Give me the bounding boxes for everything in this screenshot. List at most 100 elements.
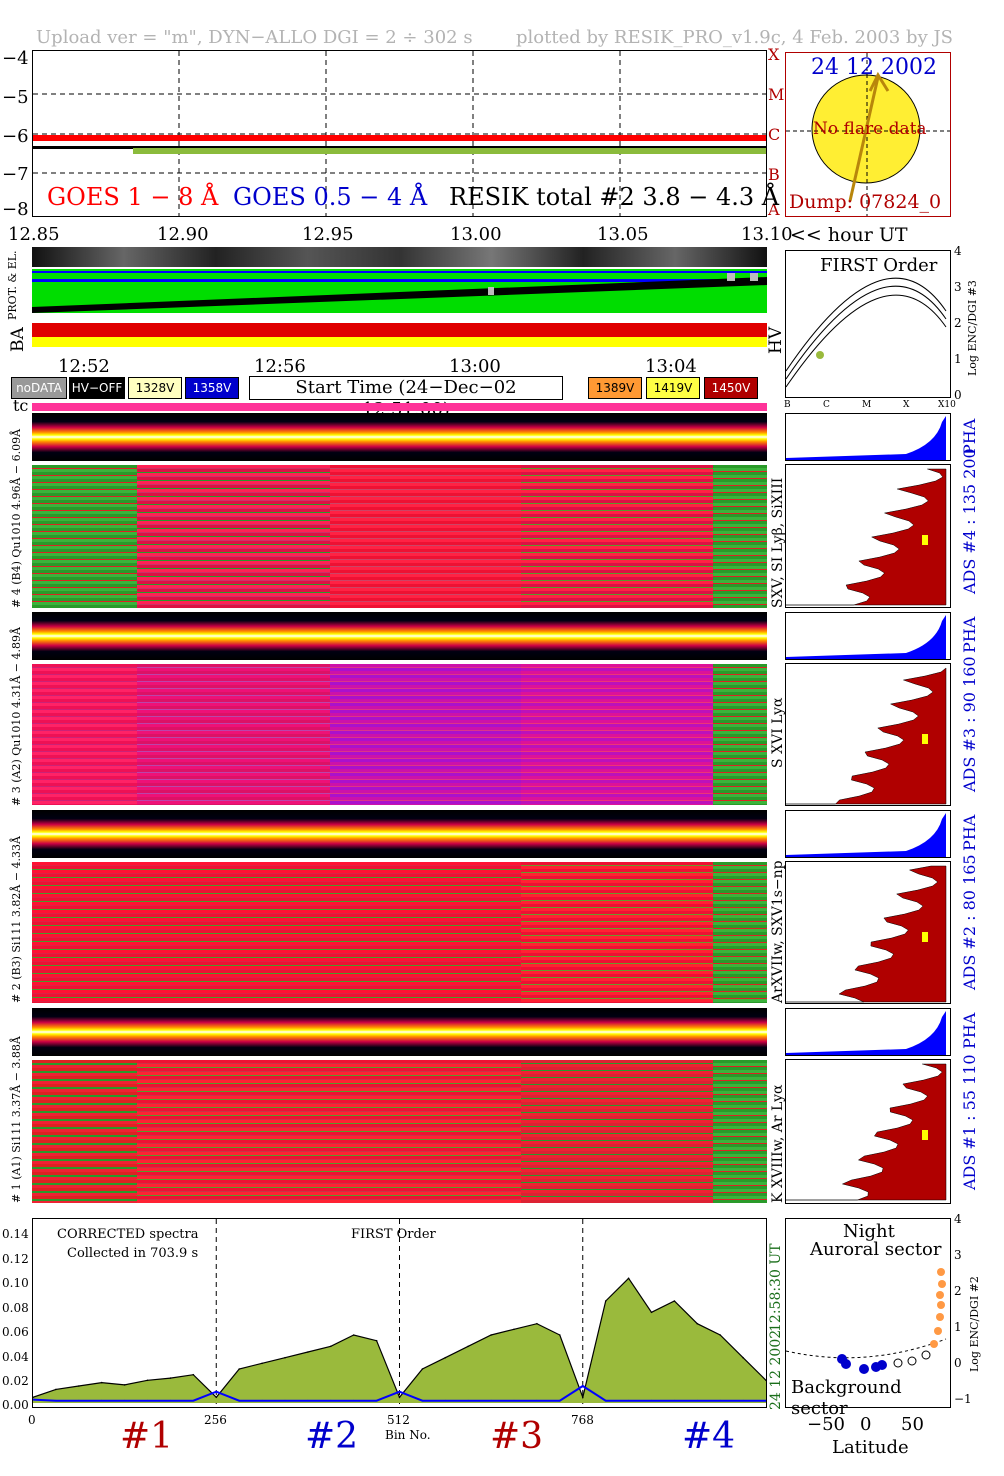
- ch3-pha-strip: [32, 612, 767, 660]
- data-point: [375, 1399, 378, 1402]
- y-tick: 2: [954, 1284, 962, 1298]
- y-tick: 0.14: [2, 1227, 29, 1241]
- ads-histogram: [785, 464, 951, 608]
- y-tick: 2: [954, 316, 962, 330]
- spectrum-order: FIRST Order: [351, 1227, 436, 1242]
- y-tick: 0: [954, 1356, 962, 1370]
- sun-note: No flare data: [813, 119, 927, 139]
- hv-stripe: [32, 337, 767, 347]
- hv-1419-button[interactable]: 1419V: [646, 377, 700, 399]
- ch1-label: # 1 (A1) Si111 3.37Å − 3.88Å: [10, 1036, 23, 1203]
- data-point: [55, 1399, 57, 1402]
- data-point: [307, 1399, 309, 1402]
- data-point: [467, 1345, 470, 1348]
- y-tick: −4: [2, 48, 29, 69]
- hv-off-button[interactable]: HV−OFF: [69, 377, 125, 399]
- x-tick: 768: [571, 1413, 594, 1427]
- data-point: [650, 1311, 653, 1314]
- data-point: [513, 1399, 515, 1402]
- data-point: [604, 1399, 607, 1402]
- data-point: [284, 1399, 286, 1402]
- data-point: [100, 1381, 103, 1384]
- ba-stripe: [32, 323, 767, 337]
- spectrum-collected: Collected in 703.9 s: [67, 1246, 199, 1261]
- ads-histogram: [785, 861, 951, 1004]
- ch2-label: # 2 (B3) Si111 3.82Å − 4.33Å: [10, 836, 23, 1003]
- data-point: [719, 1399, 721, 1402]
- data-point: [192, 1399, 195, 1402]
- data-point: [238, 1368, 240, 1370]
- y-tick: −5: [2, 87, 29, 108]
- x-tick: 0: [860, 1414, 872, 1435]
- hv-1328-button[interactable]: 1328V: [128, 377, 182, 399]
- hv-y-axis: Log ENC/DGI #3: [966, 280, 979, 376]
- data-point: [513, 1328, 515, 1331]
- data-point: [490, 1334, 492, 1336]
- time-tick: 12:56: [254, 356, 306, 377]
- channel-stripe: [32, 269, 767, 313]
- y-tick: 0.02: [2, 1374, 29, 1388]
- data-point: [123, 1384, 126, 1386]
- prot-label: PROT. & EL.: [6, 250, 19, 320]
- data-point: [673, 1300, 676, 1302]
- ads-histogram: [785, 1059, 951, 1204]
- data-point: [146, 1399, 149, 1402]
- data-point: [352, 1334, 355, 1336]
- data-point: [78, 1385, 80, 1387]
- x-tick: 12.95: [302, 224, 354, 245]
- data-point: [582, 1385, 584, 1387]
- data-point: [604, 1300, 607, 1302]
- orbit-y-axis: Log ENC/DGI #2: [968, 1276, 981, 1372]
- legend-goes-long: GOES 1 − 8 Å: [47, 183, 219, 211]
- data-point: [627, 1277, 630, 1280]
- status-stripes: [32, 247, 767, 347]
- y-tick: −6: [2, 126, 29, 147]
- data-point: [375, 1339, 378, 1342]
- x-tick: X10: [938, 400, 956, 410]
- data-point: [627, 1399, 630, 1402]
- spectrum-area: [33, 1278, 766, 1403]
- pha-histogram: [785, 413, 951, 461]
- x-tick: X: [903, 400, 910, 410]
- data-point: [765, 1379, 766, 1382]
- tc-stripe: [32, 403, 767, 411]
- y-tick: 4: [954, 244, 962, 258]
- y-tick: 0: [954, 388, 962, 402]
- sun-map: 24 12 2002 No flare data Dump: 07824_0: [785, 52, 951, 217]
- y-tick: 1: [954, 352, 962, 366]
- flare-letter: X: [768, 45, 780, 64]
- ch3-spectrogram: [32, 664, 767, 805]
- data-point: [765, 1399, 766, 1402]
- data-point: [421, 1368, 424, 1370]
- data-point: [696, 1322, 699, 1325]
- flare-letter: M: [768, 85, 785, 104]
- data-point: [284, 1356, 286, 1359]
- first-order-panel: FIRST Order: [785, 250, 951, 398]
- data-point: [307, 1351, 309, 1353]
- spectrum-plot: CORRECTED spectra Collected in 703.9 s F…: [32, 1218, 767, 1408]
- x-tick: 13.05: [597, 224, 649, 245]
- data-point: [100, 1399, 103, 1402]
- goes-plot: [32, 50, 767, 217]
- data-point: [33, 1396, 34, 1399]
- time-tick: 13:00: [449, 356, 501, 377]
- time-tick: 13:04: [645, 356, 697, 377]
- ch1-pha-label: PHA: [960, 1012, 979, 1049]
- ch4-lines: SXV, SI Lyβ, SiXIII: [770, 477, 786, 608]
- ch3-label: # 3 (A2) Qu1010 4.31Å − 4.89Å: [10, 627, 23, 806]
- data-point: [421, 1399, 424, 1402]
- hv-1389-button[interactable]: 1389V: [588, 377, 642, 399]
- orbit-xlabel: Latitude: [832, 1437, 909, 1458]
- resik-total-trace: [133, 148, 766, 154]
- flare-letter: B: [768, 165, 780, 184]
- data-point: [33, 1398, 34, 1401]
- hv-label: HV: [766, 326, 786, 354]
- orbit-panel: Night Auroral sector Background sector: [785, 1218, 951, 1419]
- hv-1358-button[interactable]: 1358V: [185, 377, 239, 399]
- hv-1450-button[interactable]: 1450V: [704, 377, 758, 399]
- y-tick: −8: [2, 199, 29, 220]
- flare-letter: C: [768, 125, 781, 144]
- sun-date: 24 12 2002: [811, 55, 937, 80]
- flare-letter: A: [768, 200, 780, 219]
- nodata-button[interactable]: noDATA: [11, 377, 67, 399]
